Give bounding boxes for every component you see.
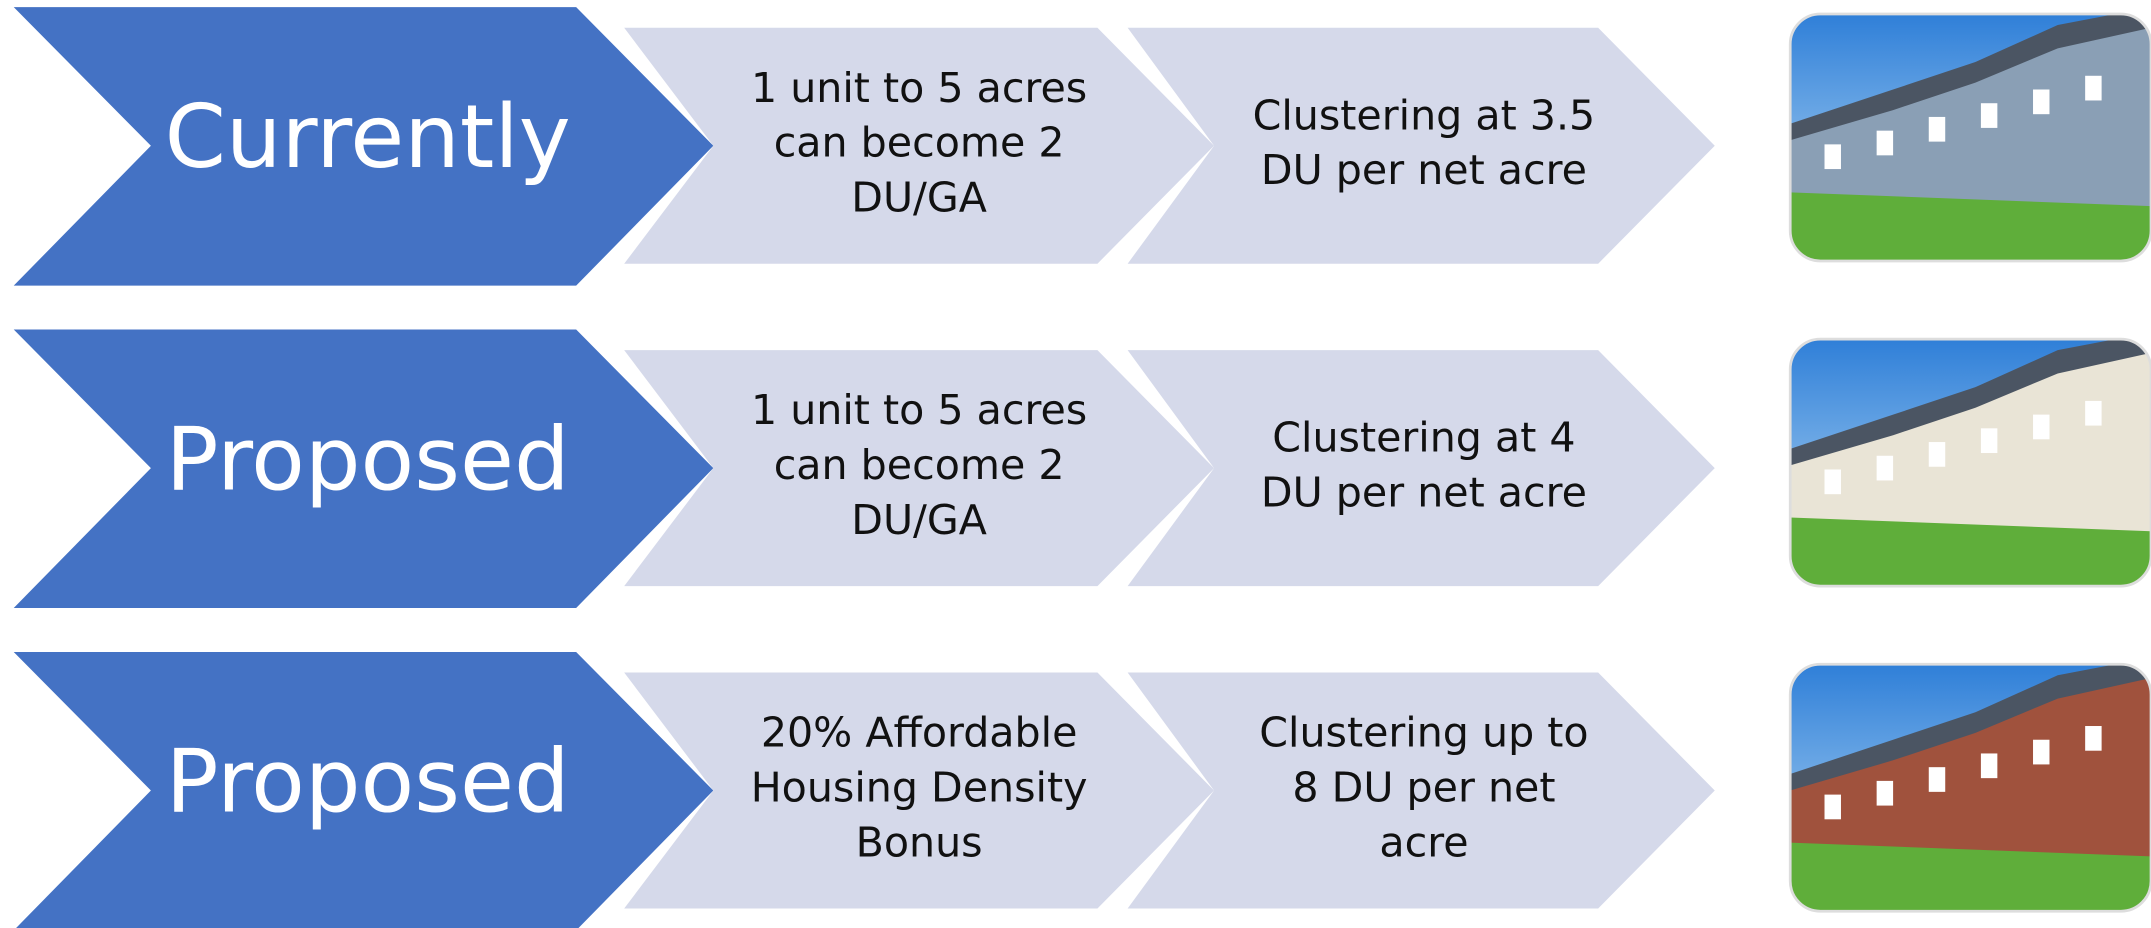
row: Proposed 1 unit to 5 acres can become 2 DU/…: [14, 330, 2151, 608]
window: [1877, 131, 1893, 156]
house-photo: [1790, 7, 2151, 261]
photo-clip: [1790, 332, 2151, 586]
window: [1825, 795, 1841, 820]
window: [1981, 103, 1997, 128]
step-text: can become 2: [774, 441, 1065, 489]
row-label: Proposed: [166, 408, 570, 510]
window: [2033, 740, 2049, 765]
window: [2085, 76, 2101, 101]
row: Proposed 20% Affordable Housing Density Bon…: [14, 652, 2151, 928]
window: [1981, 428, 1997, 453]
step-text: 1 unit to 5 acres: [751, 64, 1087, 112]
step-text: Clustering at 4: [1272, 414, 1575, 462]
window: [2085, 726, 2101, 751]
step-text: 1 unit to 5 acres: [751, 386, 1087, 434]
photo-clip: [1790, 7, 2151, 261]
step-text: DU per net acre: [1261, 146, 1587, 194]
row: Currently 1 unit to 5 acres can become 2 DU…: [14, 7, 2151, 285]
window: [1825, 144, 1841, 169]
step-text: Bonus: [856, 818, 983, 866]
step-text: 8 DU per net: [1292, 763, 1555, 811]
window: [1877, 781, 1893, 806]
window: [2085, 401, 2101, 426]
window: [2033, 415, 2049, 440]
step-text: DU/GA: [851, 496, 987, 544]
row-label: Currently: [165, 86, 571, 188]
window: [1877, 456, 1893, 481]
photo-clip: [1790, 657, 2151, 911]
window: [2033, 89, 2049, 114]
window: [1929, 117, 1945, 142]
house-photo: [1790, 332, 2151, 586]
step-text: Clustering at 3.5: [1253, 91, 1596, 139]
window: [1929, 442, 1945, 467]
step-text: can become 2: [774, 119, 1065, 167]
window: [1825, 469, 1841, 494]
window: [1929, 767, 1945, 792]
step-text: 20% Affordable: [761, 709, 1078, 757]
row-label: Proposed: [166, 731, 570, 833]
step-text: acre: [1379, 818, 1468, 866]
step-text: Clustering up to: [1259, 709, 1588, 757]
step-text: Housing Density: [751, 763, 1088, 811]
slide: Currently 1 unit to 5 acres can become 2 DU…: [0, 0, 2151, 928]
step-text: DU/GA: [851, 174, 987, 222]
house-photo: [1790, 657, 2151, 911]
step-text: DU per net acre: [1261, 469, 1587, 517]
window: [1981, 753, 1997, 778]
